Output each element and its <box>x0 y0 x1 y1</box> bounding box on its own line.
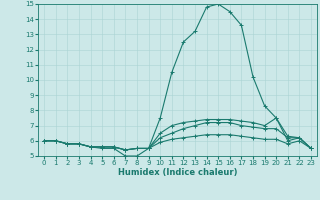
X-axis label: Humidex (Indice chaleur): Humidex (Indice chaleur) <box>118 168 237 177</box>
